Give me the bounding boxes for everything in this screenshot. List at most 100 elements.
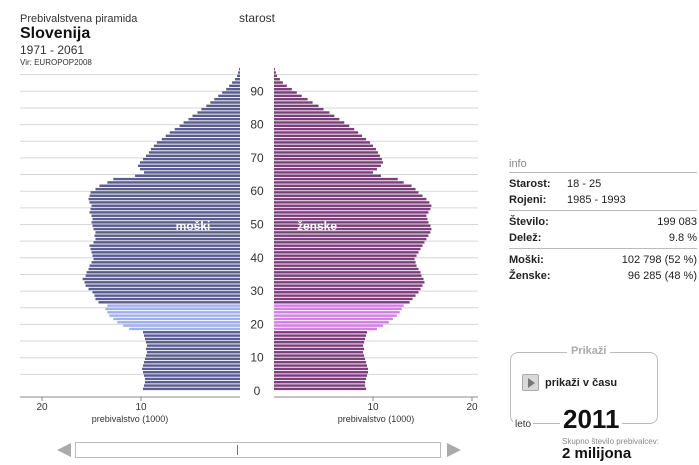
- female-bar: [274, 191, 419, 194]
- female-bar: [274, 257, 415, 261]
- men-row: Moški: 102 798 (52 %): [509, 252, 697, 268]
- play-icon[interactable]: [522, 374, 539, 391]
- female-bar: [274, 114, 335, 118]
- male-bar: [89, 264, 241, 267]
- male-bar: [142, 387, 240, 391]
- female-bar: [274, 227, 432, 231]
- info-panel: info Starost: 18 - 25 Rojeni: 1985 - 199…: [509, 158, 697, 284]
- age-label: Starost:: [509, 178, 551, 190]
- male-bar: [113, 317, 240, 321]
- male-bar: [89, 244, 241, 247]
- born-value: 1985 - 1993: [567, 194, 626, 206]
- female-bar: [274, 261, 416, 264]
- female-bar: [274, 374, 368, 377]
- x-axis-title-left: prebivalstvo (1000): [92, 414, 169, 424]
- male-bar: [84, 281, 240, 284]
- male-bar: [91, 251, 240, 254]
- total-population-label: Skupno število prebivalcev:: [562, 437, 659, 446]
- male-bar: [90, 247, 240, 251]
- born-row: Rojeni: 1985 - 1993: [509, 192, 697, 208]
- female-bar: [274, 351, 364, 354]
- male-bar: [183, 121, 240, 124]
- male-bar: [156, 141, 240, 144]
- male-bar: [93, 227, 240, 231]
- male-bar: [179, 124, 240, 128]
- female-bar: [274, 71, 276, 74]
- female-bar: [274, 287, 421, 291]
- male-bar: [146, 351, 240, 354]
- male-bar: [145, 347, 240, 351]
- male-bar: [142, 371, 240, 374]
- female-bar: [274, 281, 425, 284]
- year-label: leto: [513, 419, 534, 430]
- female-bar: [274, 254, 417, 257]
- male-bar: [105, 307, 240, 311]
- x-tick-label: 20: [36, 402, 48, 413]
- male-bar: [86, 271, 240, 274]
- arrow-left-icon[interactable]: [57, 443, 71, 457]
- female-bar: [274, 354, 365, 357]
- female-bar: [274, 67, 275, 71]
- female-bar: [274, 344, 364, 347]
- age-tick-label: 30: [250, 284, 264, 298]
- male-bar: [88, 197, 240, 201]
- female-bar: [274, 364, 368, 367]
- women-row: Ženske: 96 285 (48 %): [509, 268, 697, 284]
- female-bar: [274, 314, 397, 317]
- male-bar: [89, 211, 241, 214]
- female-bar: [274, 357, 366, 361]
- male-bar: [123, 324, 240, 327]
- male-bar: [144, 357, 240, 361]
- male-bar: [150, 147, 240, 151]
- female-bar: [274, 187, 416, 191]
- female-bar: [274, 184, 412, 187]
- share-row: Delež: 9.8 %: [509, 230, 697, 246]
- male-bar: [210, 101, 240, 104]
- info-title: info: [509, 158, 697, 173]
- male-bar: [145, 154, 240, 157]
- female-bar: [274, 221, 429, 224]
- play-over-time[interactable]: prikaži v času: [522, 374, 617, 391]
- male-bar: [94, 294, 240, 297]
- female-bar: [274, 207, 431, 211]
- male-bar: [222, 91, 240, 94]
- count-label: Število:: [509, 216, 549, 228]
- female-bar: [274, 367, 369, 371]
- female-bar: [274, 194, 423, 197]
- male-bar: [235, 77, 240, 81]
- male-bar: [140, 161, 240, 164]
- year-slider-track[interactable]: [75, 442, 441, 458]
- male-bar: [140, 167, 240, 171]
- female-bar: [274, 211, 429, 214]
- year-slider-thumb[interactable]: [237, 445, 238, 455]
- male-bar: [141, 367, 240, 371]
- male-bar: [153, 144, 240, 148]
- women-label: Ženske:: [509, 270, 551, 282]
- male-bar: [88, 267, 240, 271]
- female-bar: [274, 294, 416, 297]
- male-bar: [143, 384, 240, 387]
- male-bar: [85, 274, 240, 277]
- male-bar: [143, 361, 240, 364]
- male-bar: [138, 164, 240, 167]
- male-bar: [92, 254, 241, 257]
- arrow-right-icon[interactable]: [447, 443, 461, 457]
- female-bar: [274, 324, 383, 327]
- female-bar: [274, 124, 350, 128]
- female-bar: [274, 91, 297, 94]
- year-slider[interactable]: [55, 438, 463, 462]
- data-source: Vir: EUROPOP2008: [20, 58, 92, 67]
- female-bar: [274, 137, 367, 141]
- female-bar: [274, 297, 413, 301]
- male-bar: [95, 231, 241, 234]
- x-tick-label: 20: [466, 402, 478, 413]
- count-row: Število: 199 083: [509, 214, 697, 230]
- male-bar: [107, 311, 240, 314]
- show-panel-title: Prikaži: [567, 345, 611, 357]
- male-bar: [91, 214, 240, 217]
- share-value: 9.8 %: [668, 232, 697, 244]
- male-bar: [129, 327, 240, 331]
- female-bar: [274, 157, 382, 161]
- female-bar: [274, 121, 345, 124]
- female-bar: [274, 377, 367, 381]
